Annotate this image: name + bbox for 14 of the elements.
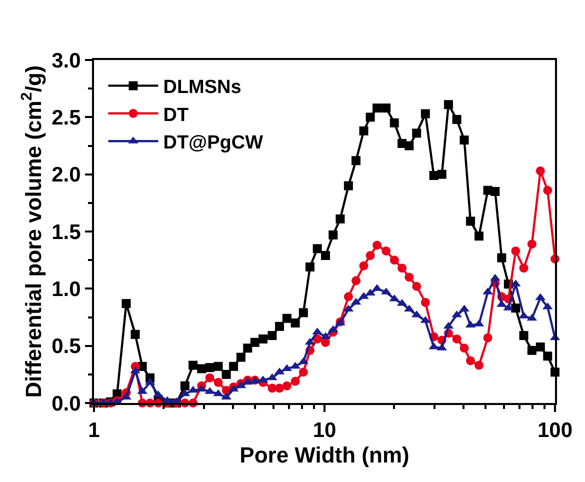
y-tick-label: 2.0	[52, 164, 81, 187]
y-tick-label: 3.0	[52, 49, 81, 72]
y-tick-label: 2.5	[52, 106, 82, 130]
y-tick-label: 0.0	[52, 392, 81, 416]
y-tick-label: 1.5	[52, 220, 82, 244]
legend-label: DLMSNs	[163, 77, 242, 98]
x-axis-title: Pore Width (nm)	[240, 442, 410, 468]
y-tick-label: 0.5	[52, 335, 82, 358]
legend-label: DT@PgCW	[163, 132, 264, 154]
x-tick-label: 1	[88, 419, 100, 442]
y-tick-label: 1.0	[52, 278, 81, 302]
x-tick-label: 100	[537, 419, 573, 442]
legend-label: DT	[163, 104, 189, 126]
x-tick-label: 10	[312, 419, 336, 442]
